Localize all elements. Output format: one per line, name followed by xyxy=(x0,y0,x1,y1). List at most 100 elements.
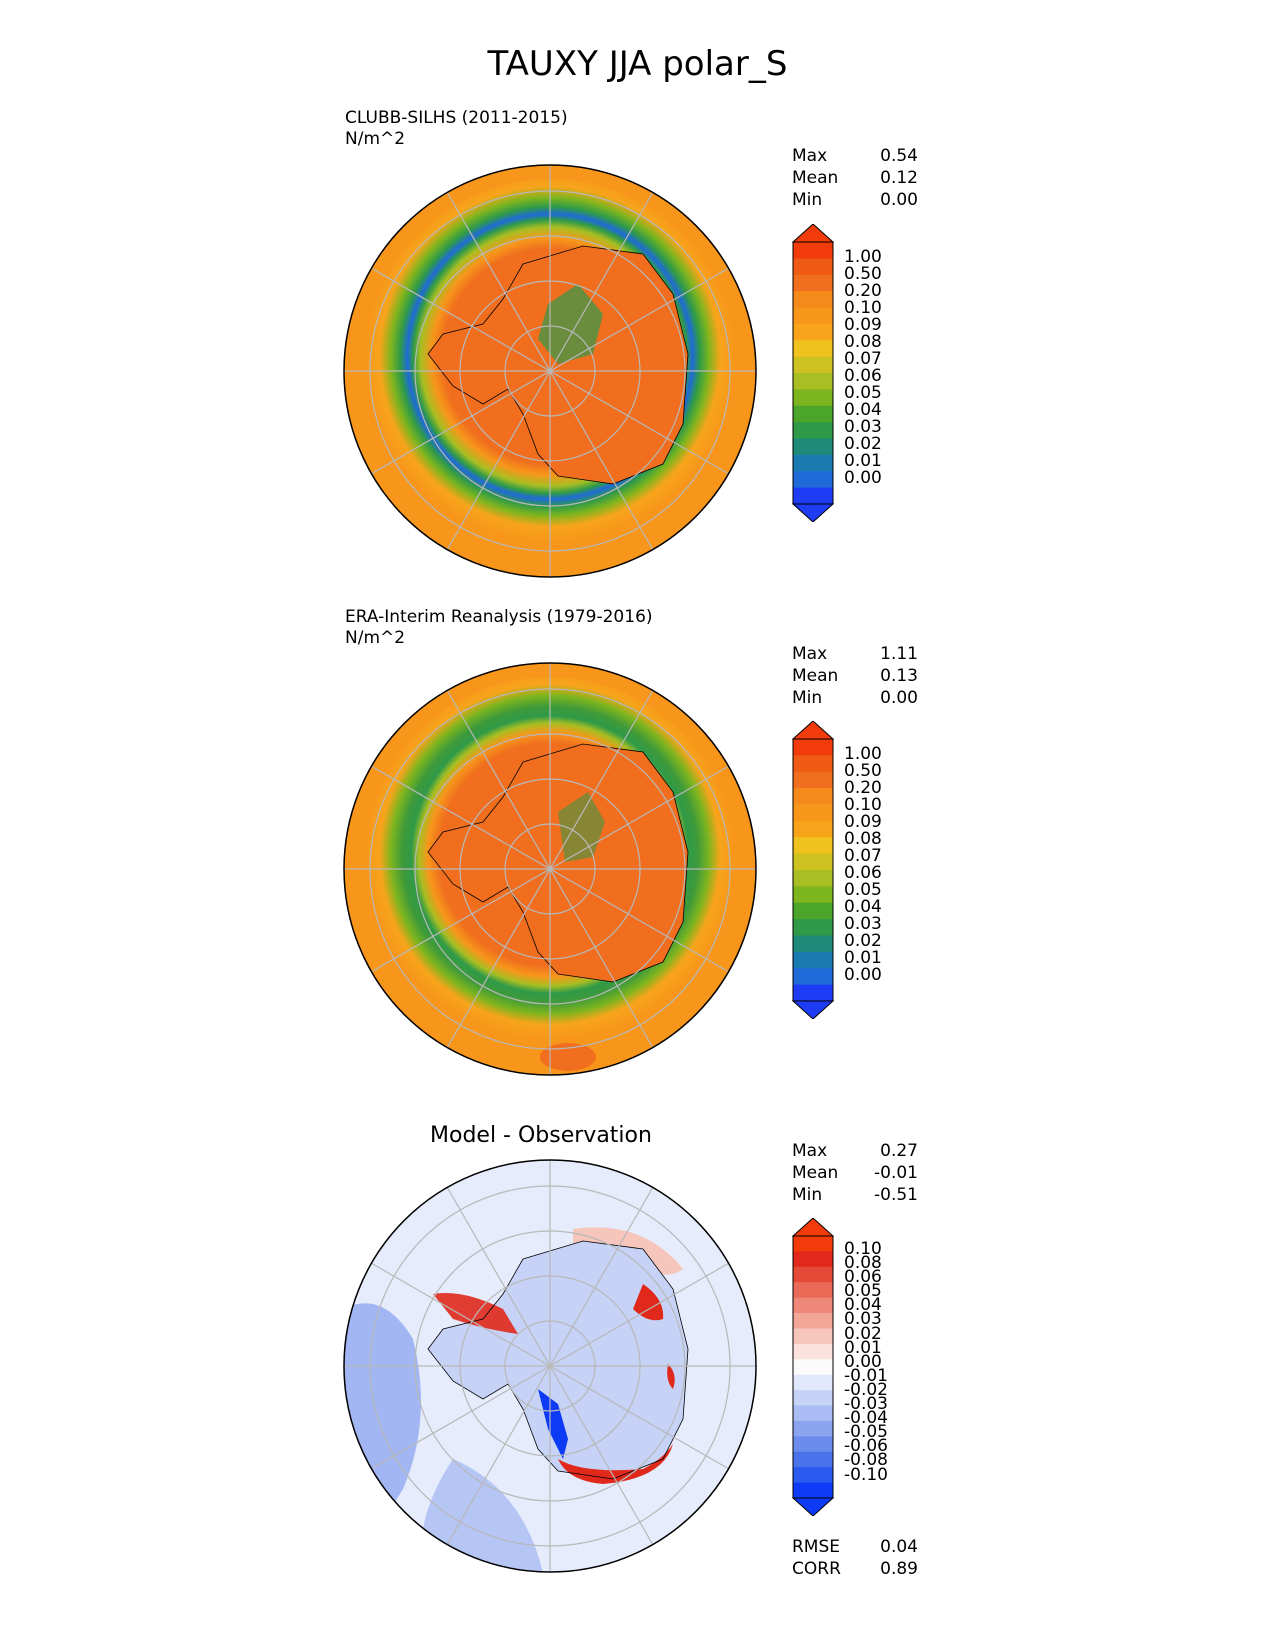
colorbar-frame xyxy=(792,1235,834,1499)
colorbar-tick-label: 0.03 xyxy=(844,417,882,437)
panel-2-colorbar-ticks: 1.00 0.50 0.20 0.10 0.09 0.08 0.07 0.06 0.05 0.04… xyxy=(844,745,882,985)
stat-value: 0.00 xyxy=(880,688,918,708)
colorbar-tick-label: 0.04 xyxy=(844,1295,882,1316)
colorbar-tick-label: 0.02 xyxy=(844,434,882,454)
panel-1-units: N/m^2 xyxy=(345,129,406,149)
colorbar-tick-label: 0.07 xyxy=(844,846,882,866)
colorbar-band xyxy=(793,258,833,276)
colorbar-tick-label: 0.01 xyxy=(844,948,882,968)
colorbar-band xyxy=(793,984,833,1002)
graticule xyxy=(344,1160,756,1572)
colorbar-extend-max xyxy=(791,721,835,740)
colorbar-tick-label: 0.08 xyxy=(844,829,882,849)
colorbar-tick-label: -0.01 xyxy=(844,1365,888,1386)
stat-value: 0.54 xyxy=(880,146,918,166)
map-boundary xyxy=(343,662,757,1076)
colorbar-tick-label: 0.20 xyxy=(844,281,882,301)
colorbar-band xyxy=(793,771,833,789)
colorbar-band xyxy=(793,788,833,805)
stat-label: Max xyxy=(792,146,828,166)
colorbar-band xyxy=(793,1282,833,1299)
colorbar-band xyxy=(793,340,833,358)
interior-low-stress xyxy=(538,284,603,364)
colorbar-band xyxy=(793,1251,833,1268)
panel-1-polar-map xyxy=(343,164,757,578)
stress-patch xyxy=(540,1043,596,1071)
colorbar-band xyxy=(793,454,833,472)
colorbar-tick-label: 0.06 xyxy=(844,366,882,386)
colorbar-tick-label: 0.10 xyxy=(844,795,882,815)
colorbar-tick-label: 0.07 xyxy=(844,349,882,369)
colorbar-band xyxy=(793,274,833,292)
colorbar-tick-label: -0.10 xyxy=(844,1464,888,1485)
map-boundary xyxy=(343,164,757,578)
colorbar-band xyxy=(793,1359,833,1376)
colorbar-tick-label: 0.05 xyxy=(844,880,882,900)
colorbar-band xyxy=(793,919,833,936)
colorbar-extend-min xyxy=(791,1000,835,1019)
stat-value: -0.51 xyxy=(874,1185,918,1205)
coastline xyxy=(427,245,689,485)
colorbar-tick-label: 0.06 xyxy=(844,863,882,883)
panel-2-units: N/m^2 xyxy=(345,628,406,648)
colorbar-frame xyxy=(792,738,834,1002)
figure-title: TAUXY JJA polar_S xyxy=(487,44,788,84)
colorbar-tick-label: 0.08 xyxy=(844,332,882,352)
stat-value: -0.01 xyxy=(874,1163,918,1183)
stat-label: Mean xyxy=(792,168,839,188)
colorbar-band xyxy=(793,820,833,838)
colorbar-extend-max xyxy=(791,224,835,243)
colorbar-tick-label: -0.06 xyxy=(844,1436,888,1457)
colorbar-tick-label: 0.06 xyxy=(844,1267,882,1288)
colorbar-frame xyxy=(792,241,834,505)
colorbar-band xyxy=(793,1451,833,1468)
colorbar-tick-label: 0.01 xyxy=(844,451,882,471)
colorbar-band xyxy=(793,1313,833,1329)
panel-1-colorbar-ticks: 1.00 0.50 0.20 0.10 0.09 0.08 0.07 0.06 0.05 0.04… xyxy=(844,248,882,487)
colorbar-band xyxy=(793,739,833,756)
colorbar-band xyxy=(793,1482,833,1499)
colorbar-tick-label: 0.08 xyxy=(844,1253,882,1274)
colorbar-band xyxy=(793,291,833,308)
positive-region xyxy=(633,1284,664,1321)
colorbar-band xyxy=(793,853,833,871)
metric-value: 0.89 xyxy=(880,1559,918,1579)
panel-1-header: CLUBB-SILHS (2011-2015) N/m^2 xyxy=(345,108,568,150)
panel-3-colorbar xyxy=(791,1218,835,1516)
colorbar-band xyxy=(793,951,833,969)
colorbar-extend-min xyxy=(791,503,835,522)
colorbar-band xyxy=(793,1390,833,1407)
colorbar-tick-label: 0.50 xyxy=(844,761,882,781)
graticule xyxy=(344,165,756,577)
panel-2-colorbar xyxy=(791,721,835,1019)
colorbar-band xyxy=(793,804,833,822)
panel-1-subtitle: CLUBB-SILHS (2011-2015) xyxy=(345,108,568,128)
metric-value: 0.04 xyxy=(880,1537,918,1557)
colorbar-tick-label: 0.04 xyxy=(844,897,882,917)
colorbar-tick-label: 0.02 xyxy=(844,1323,882,1344)
panel-1-stats: Max 0.54 Mean 0.12 Min 0.00 xyxy=(792,145,918,211)
panel-3-stats: Max 0.27 Mean -0.01 Min -0.51 xyxy=(792,1140,918,1206)
panel-3-colorbar-ticks: 0.10 0.08 0.06 0.05 0.04 0.03 0.02 0.01 0.00 -0.0… xyxy=(844,1240,888,1485)
colorbar-tick-label: 0.09 xyxy=(844,315,882,335)
colorbar-extend-min xyxy=(791,1497,835,1516)
colorbar-tick-label: 0.00 xyxy=(844,965,882,985)
stat-label: Min xyxy=(792,1185,823,1205)
colorbar-tick-label: 0.01 xyxy=(844,1337,882,1358)
positive-region xyxy=(558,1444,673,1484)
colorbar-tick-label: 0.00 xyxy=(844,1351,882,1372)
colorbar-band xyxy=(793,902,833,920)
negative-region xyxy=(538,1389,568,1459)
stat-label: Max xyxy=(792,644,828,664)
colorbar-band xyxy=(793,242,833,259)
colorbar-tick-label: 0.10 xyxy=(844,298,882,318)
colorbar-band xyxy=(793,373,833,390)
stat-value: 1.11 xyxy=(880,644,918,664)
colorbar-band xyxy=(793,1436,833,1453)
colorbar-band xyxy=(793,356,833,374)
stat-value: 0.12 xyxy=(880,168,918,188)
colorbar-band xyxy=(793,1266,833,1283)
colorbar-tick-label: 0.20 xyxy=(844,778,882,798)
panel-2-subtitle: ERA-Interim Reanalysis (1979-2016) xyxy=(345,607,653,627)
stat-label: Max xyxy=(792,1141,828,1161)
